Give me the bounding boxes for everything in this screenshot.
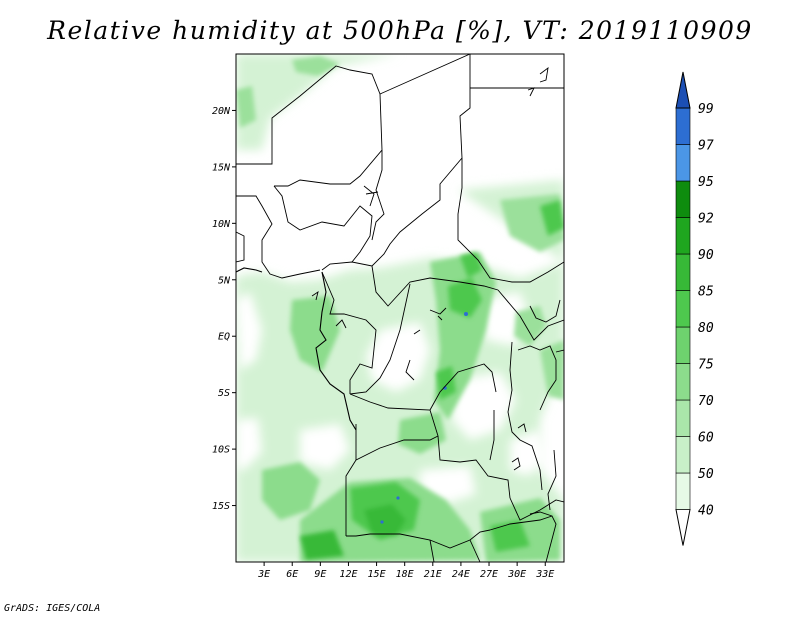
colorbar-label: 85 xyxy=(698,285,714,300)
map-frame xyxy=(235,53,565,563)
colorbar-label: 95 xyxy=(698,175,714,190)
colorbar-label: 80 xyxy=(698,321,714,336)
lon-tick-label: 24E xyxy=(452,569,470,580)
colorbar-label: 40 xyxy=(698,504,714,519)
colorbar-segment xyxy=(675,180,691,218)
lon-tick-label: 33E xyxy=(535,569,554,580)
colorbar-segment xyxy=(675,144,691,182)
lon-tick-label: 6E xyxy=(286,569,298,580)
colorbar-label: 90 xyxy=(698,248,714,263)
grads-credit: GrADS: IGES/COLA xyxy=(4,603,101,614)
lon-tick-label: 3E xyxy=(257,569,270,580)
colorbar-label: 97 xyxy=(698,139,714,154)
colorbar-label: 60 xyxy=(698,431,714,446)
colorbar-label: 99 xyxy=(698,102,714,117)
colorbar-segment xyxy=(675,363,691,401)
lon-tick-label: 9E xyxy=(314,569,326,580)
colorbar-label: 70 xyxy=(698,394,714,409)
humidity-white-holes xyxy=(236,292,548,504)
colorbar: 40 50 60 70 75 80 85 90 92 95 97 99 xyxy=(675,71,714,546)
lat-tick-label: 20N xyxy=(212,106,231,117)
lon-tick-label: 21E xyxy=(424,569,442,580)
colorbar-segment xyxy=(675,217,691,255)
colorbar-label: 75 xyxy=(698,358,714,373)
lat-tick-label: 5S xyxy=(218,388,230,399)
humidity-field xyxy=(236,54,564,562)
colorbar-segment xyxy=(675,399,691,437)
lon-tick-label: 12E xyxy=(339,569,357,580)
lat-tick-label: EQ xyxy=(218,332,230,343)
colorbar-under-triangle xyxy=(675,509,691,546)
colorbar-segment xyxy=(675,472,691,510)
axis-ticks: 20N 15N 10N 5N EQ 5S 10S 15S 3E 6E 9E 12E 15E 18E 21E 2… xyxy=(212,106,554,580)
lat-tick-label: 5N xyxy=(218,275,231,286)
colorbar-over-triangle xyxy=(675,71,691,109)
colorbar-segment xyxy=(675,253,691,291)
colorbar-segment xyxy=(675,326,691,364)
lon-tick-label: 30E xyxy=(507,569,526,580)
country-borders xyxy=(236,54,564,562)
coastline xyxy=(236,267,357,431)
colorbar-segment xyxy=(675,290,691,328)
lon-tick-label: 18E xyxy=(396,569,414,580)
map-title: Relative humidity at 500hPa [%], VT: 201… xyxy=(47,16,753,45)
lat-tick-label: 10N xyxy=(212,219,231,230)
lon-tick-label: 27E xyxy=(480,569,498,580)
lat-tick-label: 15N xyxy=(212,162,231,173)
colorbar-segment xyxy=(675,436,691,474)
colorbar-label: 92 xyxy=(698,212,714,227)
colorbar-label: 50 xyxy=(698,467,714,482)
lon-tick-label: 15E xyxy=(368,569,386,580)
colorbar-segment xyxy=(675,107,691,145)
lat-tick-label: 15S xyxy=(212,501,230,512)
lat-tick-label: 10S xyxy=(212,445,230,456)
